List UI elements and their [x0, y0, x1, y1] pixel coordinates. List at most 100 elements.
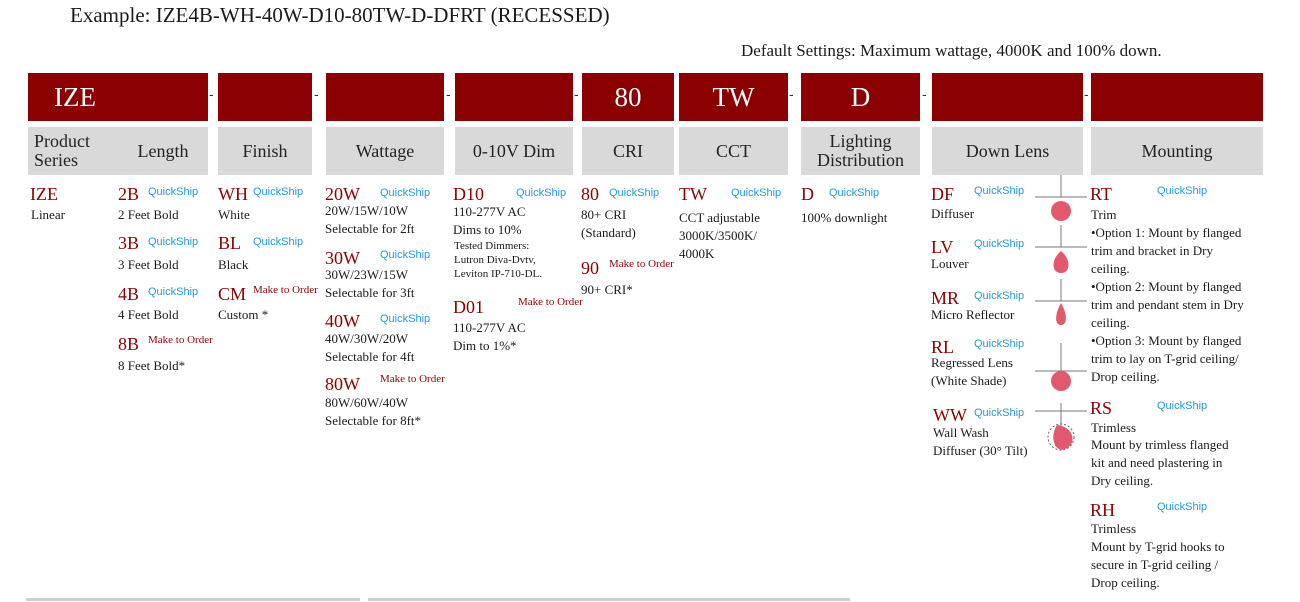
lens-icons	[1035, 175, 1087, 451]
dim-desc: 110-277V AC Dim to 1%*	[453, 320, 526, 353]
lens-code: WW	[933, 405, 967, 425]
code-box-cri: 80	[582, 73, 674, 121]
length-code: 3B	[118, 233, 140, 253]
code-box-down-lens	[932, 73, 1083, 121]
wattage-desc: 40W/30W/20W Selectable for 4ft	[325, 331, 415, 364]
quickship-label: QuickShip	[1157, 185, 1208, 197]
quickship-label: QuickShip	[380, 249, 431, 261]
make-to-order-label: Make to Order	[518, 296, 583, 308]
make-to-order-label: Make to Order	[609, 258, 674, 270]
bottom-divider	[368, 598, 850, 601]
dim-code: D01	[453, 297, 484, 317]
quickship-label: QuickShip	[609, 187, 660, 199]
wattage-desc: 30W/23W/15W Selectable for 3ft	[325, 267, 415, 300]
finish-desc: Custom *	[218, 307, 269, 322]
quickship-label: QuickShip	[380, 313, 431, 325]
dim-code: D10	[453, 184, 484, 204]
header-lighting-distribution: Lighting Distribution	[801, 127, 920, 175]
mounting-desc: Mount by trimless flanged kit and need p…	[1091, 437, 1229, 488]
code-box-series: IZE	[28, 73, 122, 121]
tested-dimmers: Tested Dimmers: Lutron Diva-Dvtv, Levito…	[454, 240, 542, 280]
wattage-code: 80W	[325, 374, 360, 394]
header-product-series: Product Series	[28, 127, 122, 175]
length-desc: 8 Feet Bold*	[118, 358, 186, 373]
length-desc: 3 Feet Bold	[118, 257, 179, 272]
diffuser-icon	[1035, 175, 1087, 221]
code-box-wattage	[326, 73, 444, 121]
wattage-desc: 80W/60W/40W Selectable for 8ft*	[325, 395, 422, 428]
quickship-label: QuickShip	[148, 186, 199, 198]
mounting-code: RH	[1090, 500, 1116, 520]
quickship-label: QuickShip	[380, 187, 431, 199]
quickship-label: QuickShip	[974, 407, 1025, 419]
lens-desc: Diffuser	[931, 206, 975, 221]
distribution-code: D	[801, 184, 814, 204]
header-dim: 0-10V Dim	[455, 127, 573, 175]
separator: -	[574, 86, 579, 102]
code-box-mounting	[1091, 73, 1263, 121]
example-code: Example: IZE4B-WH-40W-D10-80TW-D-DFRT (R…	[70, 3, 610, 27]
quickship-label: QuickShip	[1157, 400, 1208, 412]
cri-code: 80	[581, 184, 599, 204]
mounting-title: Trimless	[1091, 420, 1137, 435]
regressed-lens-icon	[1035, 343, 1087, 391]
separator: -	[209, 86, 214, 102]
default-settings: Default Settings: Maximum wattage, 4000K…	[741, 41, 1162, 60]
separator: -	[789, 86, 794, 102]
separator: -	[922, 86, 927, 102]
header-mounting: Mounting	[1091, 127, 1263, 175]
finish-code: CM	[218, 284, 247, 304]
lens-code: MR	[931, 288, 960, 308]
length-code: 4B	[118, 284, 140, 304]
quickship-label: QuickShip	[829, 187, 880, 199]
code-box-distribution: D	[801, 73, 920, 121]
separator: -	[314, 86, 319, 102]
wall-wash-icon	[1035, 403, 1087, 451]
separator: -	[446, 86, 451, 102]
bottom-divider	[26, 598, 360, 601]
quickship-label: QuickShip	[253, 186, 304, 198]
finish-desc: Black	[218, 257, 249, 272]
length-desc: 2 Feet Bold	[118, 207, 179, 222]
make-to-order-label: Make to Order	[380, 373, 445, 385]
wattage-desc: 20W/15W/10W Selectable for 2ft	[325, 203, 415, 236]
finish-desc: White	[218, 207, 250, 222]
quickship-label: QuickShip	[974, 185, 1025, 197]
wattage-code: 20W	[325, 184, 360, 204]
cct-code: TW	[679, 184, 707, 204]
quickship-label: QuickShip	[1157, 501, 1208, 513]
mounting-code: RS	[1090, 398, 1113, 418]
lens-desc: Louver	[931, 256, 969, 271]
cri-desc: 80+ CRI (Standard)	[581, 207, 636, 240]
quickship-label: QuickShip	[516, 187, 567, 199]
header-cri: CRI	[582, 127, 674, 175]
lens-code: RL	[931, 337, 955, 357]
lens-desc: Regressed Lens (White Shade)	[931, 355, 1013, 388]
distribution-desc: 100% downlight	[801, 210, 888, 225]
mounting-desc: Mount by T-grid hooks to secure in T-gri…	[1091, 539, 1225, 590]
lens-desc: Micro Reflector	[931, 307, 1015, 322]
header-wattage: Wattage	[326, 127, 444, 175]
header-cct: CCT	[679, 127, 788, 175]
header-down-lens: Down Lens	[932, 127, 1083, 175]
code-box-length	[118, 73, 208, 121]
mounting-title: Trimless	[1091, 521, 1137, 536]
mounting-code: RT	[1090, 184, 1112, 204]
length-code: 2B	[118, 184, 140, 204]
header-length: Length	[118, 127, 208, 175]
cri-desc: 90+ CRI*	[581, 282, 633, 297]
louver-icon	[1035, 225, 1087, 273]
cct-desc: CCT adjustable 3000K/3500K/ 4000K	[679, 210, 761, 261]
mounting-title: Trim	[1091, 207, 1117, 222]
make-to-order-label: Make to Order	[253, 284, 318, 296]
make-to-order-label: Make to Order	[148, 334, 213, 346]
header-finish: Finish	[218, 127, 312, 175]
code-box-dim	[455, 73, 573, 121]
quickship-label: QuickShip	[974, 338, 1025, 350]
length-desc: 4 Feet Bold	[118, 307, 179, 322]
quickship-label: QuickShip	[974, 290, 1025, 302]
quickship-label: QuickShip	[148, 286, 199, 298]
mounting-desc: •Option 1: Mount by flanged trim and bra…	[1091, 225, 1244, 384]
micro-reflector-icon	[1035, 279, 1087, 325]
quickship-label: QuickShip	[731, 187, 782, 199]
